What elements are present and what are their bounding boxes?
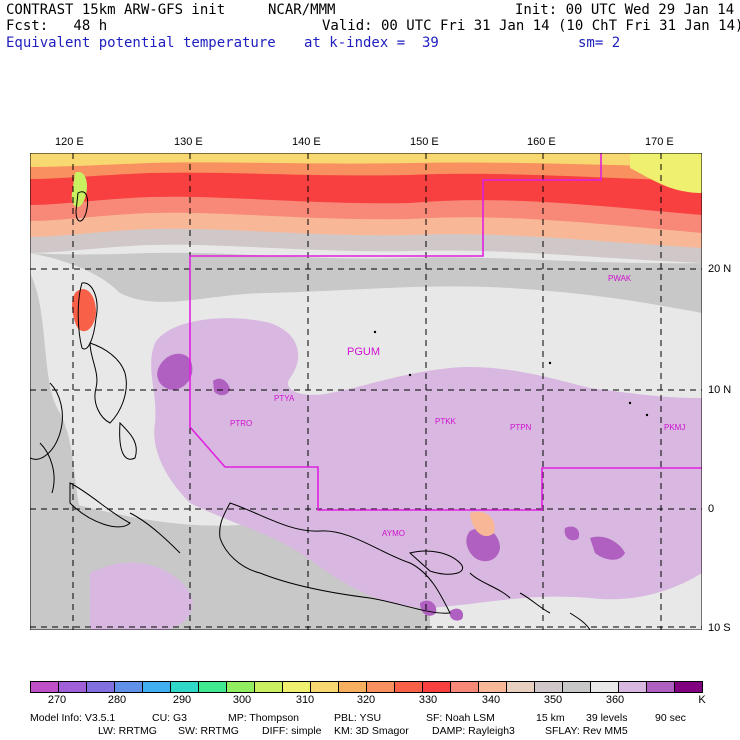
footer-pbl: PBL: YSU <box>334 712 382 724</box>
station-label: PGUM <box>347 346 380 358</box>
field-band-362b <box>90 562 193 630</box>
colorbar-swatch <box>30 681 59 693</box>
field-spot <box>71 172 87 208</box>
coastlines <box>30 191 591 630</box>
station-label: PTRO <box>230 419 252 428</box>
lat-lon-grid <box>30 153 702 630</box>
field-blob <box>449 608 464 621</box>
footer-mp: MP: Thompson <box>228 712 300 724</box>
colorbar-swatch <box>506 681 535 693</box>
colorbar-label: 280 <box>107 694 127 706</box>
field-band-315 <box>30 153 702 167</box>
colorbar-label: 270 <box>47 694 67 706</box>
lon-label: 170 E <box>645 136 674 148</box>
lat-label: 20 N <box>708 263 732 275</box>
lon-label: 130 E <box>174 136 203 148</box>
lon-label: 140 E <box>292 136 321 148</box>
colorbar-label: 340 <box>481 694 501 706</box>
colorbar-swatch <box>394 681 423 693</box>
footer-km: KM: 3D Smagor <box>334 725 409 737</box>
field-blob <box>564 526 580 541</box>
footer-levels: 39 levels <box>586 712 628 724</box>
colorbar-label: 310 <box>295 694 315 706</box>
colorbar-swatch <box>338 681 367 693</box>
colorbar-unit: K <box>698 694 706 706</box>
field-blob <box>590 536 625 560</box>
station-label: PTPN <box>510 423 532 432</box>
colorbar-swatch <box>674 681 703 693</box>
colorbar-swatch <box>282 681 311 693</box>
field-blob <box>466 528 500 562</box>
colorbar-swatch <box>590 681 619 693</box>
colorbar-label: 320 <box>356 694 376 706</box>
colorbar-swatch <box>310 681 339 693</box>
colorbar-label: 360 <box>605 694 625 706</box>
colorbar-swatch <box>226 681 255 693</box>
lat-label: 10 S <box>708 622 731 634</box>
smoothing-label: sm= 2 <box>578 35 621 51</box>
colorbar-label: 290 <box>172 694 192 706</box>
colorbar-swatch <box>170 681 199 693</box>
colorbar-swatch <box>142 681 171 693</box>
lon-label: 120 E <box>55 136 84 148</box>
colorbar-swatch <box>198 681 227 693</box>
footer-diff: DIFF: simple <box>262 725 322 737</box>
footer-sflay: SFLAY: Rev MM5 <box>545 725 628 737</box>
colorbar-swatch <box>86 681 115 693</box>
lat-label: 0 <box>708 503 715 515</box>
field-blob <box>157 353 193 390</box>
footer-model-info: Model Info: V3.5.1 <box>30 712 116 724</box>
colorbar-swatch <box>478 681 507 693</box>
footer-lw: LW: RRTMG <box>98 725 157 737</box>
station-label: PTYA <box>274 394 295 403</box>
colorbar-label: 300 <box>232 694 252 706</box>
institution: NCAR/MMM <box>268 2 336 18</box>
colorbar-swatch <box>114 681 143 693</box>
field-band-310 <box>630 153 702 193</box>
level-label: at k-index = 39 <box>304 35 439 51</box>
field-spot <box>470 511 495 537</box>
region-boundary <box>189 153 702 511</box>
station-label: AYMO <box>382 529 405 538</box>
station-label: PTKK <box>435 417 457 426</box>
forecast-hour: Fcst: 48 h <box>6 18 108 34</box>
valid-time: Valid: 00 UTC Fri 31 Jan 14 (10 ChT Fri … <box>322 18 740 34</box>
footer-cu: CU: G3 <box>152 712 188 724</box>
field-band-362 <box>151 318 702 608</box>
model-title: CONTRAST 15km ARW-GFS init <box>6 2 226 18</box>
lat-label: 10 N <box>708 384 732 396</box>
station-label: PWAK <box>608 274 632 283</box>
field-blob <box>213 378 230 396</box>
colorbar-label: 350 <box>543 694 563 706</box>
colorbar-swatch <box>366 681 395 693</box>
colorbar-swatch <box>422 681 451 693</box>
footer-resolution: 15 km <box>536 712 565 724</box>
map-plot: PWAK PGUM PTYA PTRO PTKK PTPN PKMJ AYMO <box>30 153 702 630</box>
colorbar-swatch <box>618 681 647 693</box>
colorbar-label: 330 <box>418 694 438 706</box>
colorbar-swatch <box>58 681 87 693</box>
lon-label: 160 E <box>527 136 556 148</box>
colorbar-swatch <box>562 681 591 693</box>
station-label: PKMJ <box>664 423 685 432</box>
footer-sf: SF: Noah LSM <box>426 712 495 724</box>
footer-damp: DAMP: Rayleigh3 <box>432 725 515 737</box>
colorbar-swatch <box>254 681 283 693</box>
footer-timestep: 90 sec <box>655 712 686 724</box>
footer-sw: SW: RRTMG <box>178 725 239 737</box>
colorbar-swatch <box>534 681 563 693</box>
field-band-350 <box>30 252 702 313</box>
station-dots <box>373 330 649 417</box>
init-time: Init: 00 UTC Wed 29 Jan 14 <box>515 2 735 18</box>
lon-label: 150 E <box>410 136 439 148</box>
field-name: Equivalent potential temperature <box>6 35 276 51</box>
colorbar-swatch <box>646 681 675 693</box>
colorbar-swatch <box>450 681 479 693</box>
